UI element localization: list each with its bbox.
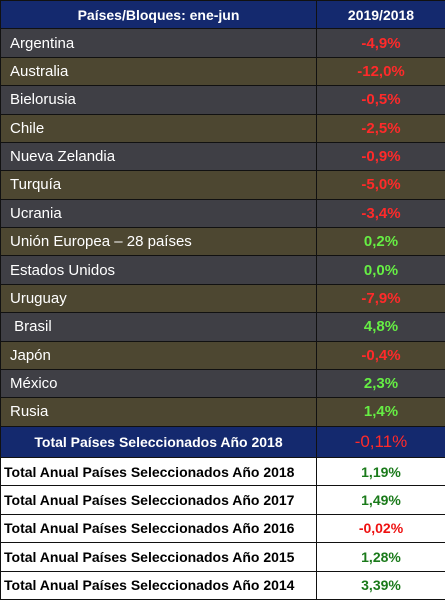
total-row: Total Países Seleccionados Año 2018 -0,1… (0, 425, 445, 459)
table-header-row: Países/Bloques: ene-jun 2019/2018 (0, 0, 445, 30)
annual-value: 3,39% (316, 570, 445, 600)
country-value: -2,5% (316, 113, 445, 143)
table-row: Bielorusia -0,5% (0, 85, 445, 115)
country-value: -0,5% (316, 85, 445, 115)
country-value: -5,0% (316, 170, 445, 200)
country-name: Unión Europea – 28 países (0, 226, 317, 257)
country-value: -12,0% (316, 56, 445, 87)
table-row: Uruguay -7,9% (0, 283, 445, 314)
annual-row: Total Anual Países Seleccionados Año 201… (0, 485, 445, 515)
country-value: 0,2% (316, 226, 445, 257)
table-row: Australia -12,0% (0, 56, 445, 87)
country-name: Bielorusia (0, 85, 317, 115)
country-value: -0,4% (316, 340, 445, 370)
country-value: 4,8% (316, 312, 445, 342)
table-row: Argentina -4,9% (0, 28, 445, 58)
annual-label: Total Anual Países Seleccionados Año 201… (0, 485, 317, 515)
header-period: 2019/2018 (316, 0, 445, 30)
annual-row: Total Anual Países Seleccionados Año 201… (0, 542, 445, 572)
country-value: -3,4% (316, 198, 445, 229)
table-row: Chile -2,5% (0, 113, 445, 143)
country-value: 2,3% (316, 368, 445, 399)
annual-label: Total Anual Países Seleccionados Año 201… (0, 513, 317, 544)
annual-value: 1,28% (316, 542, 445, 572)
country-value: -4,9% (316, 28, 445, 58)
table-row: México 2,3% (0, 368, 445, 399)
country-value: -7,9% (316, 283, 445, 314)
table-row: Estados Unidos 0,0% (0, 255, 445, 285)
country-name: Japón (0, 340, 317, 370)
header-countries: Países/Bloques: ene-jun (0, 0, 317, 30)
country-value: 0,0% (316, 255, 445, 285)
total-label: Total Países Seleccionados Año 2018 (0, 425, 317, 459)
annual-label: Total Anual Países Seleccionados Año 201… (0, 570, 317, 600)
total-value: -0,11% (316, 425, 445, 459)
table-row: Unión Europea – 28 países 0,2% (0, 226, 445, 257)
annual-row: Total Anual Países Seleccionados Año 201… (0, 570, 445, 600)
table-row: Nueva Zelandia -0,9% (0, 141, 445, 172)
country-name: Chile (0, 113, 317, 143)
country-name: Ucrania (0, 198, 317, 229)
table-row: Turquía -5,0% (0, 170, 445, 200)
annual-row: Total Anual Países Seleccionados Año 201… (0, 513, 445, 544)
table-row: Japón -0,4% (0, 340, 445, 370)
country-name: Argentina (0, 28, 317, 58)
country-name: Brasil (0, 312, 317, 342)
country-name: Nueva Zelandia (0, 141, 317, 172)
country-name: Uruguay (0, 283, 317, 314)
table-row: Ucrania -3,4% (0, 198, 445, 229)
country-name: Australia (0, 56, 317, 87)
annual-label: Total Anual Países Seleccionados Año 201… (0, 542, 317, 572)
country-value: -0,9% (316, 141, 445, 172)
country-name: México (0, 368, 317, 399)
country-name: Rusia (0, 397, 317, 427)
table-row: Brasil 4,8% (0, 312, 445, 342)
annual-label: Total Anual Países Seleccionados Año 201… (0, 457, 317, 487)
country-name: Turquía (0, 170, 317, 200)
country-value: 1,4% (316, 397, 445, 427)
annual-row: Total Anual Países Seleccionados Año 201… (0, 457, 445, 487)
table-row: Rusia 1,4% (0, 397, 445, 427)
annual-value: 1,49% (316, 485, 445, 515)
annual-value: -0,02% (316, 513, 445, 544)
annual-value: 1,19% (316, 457, 445, 487)
country-name: Estados Unidos (0, 255, 317, 285)
